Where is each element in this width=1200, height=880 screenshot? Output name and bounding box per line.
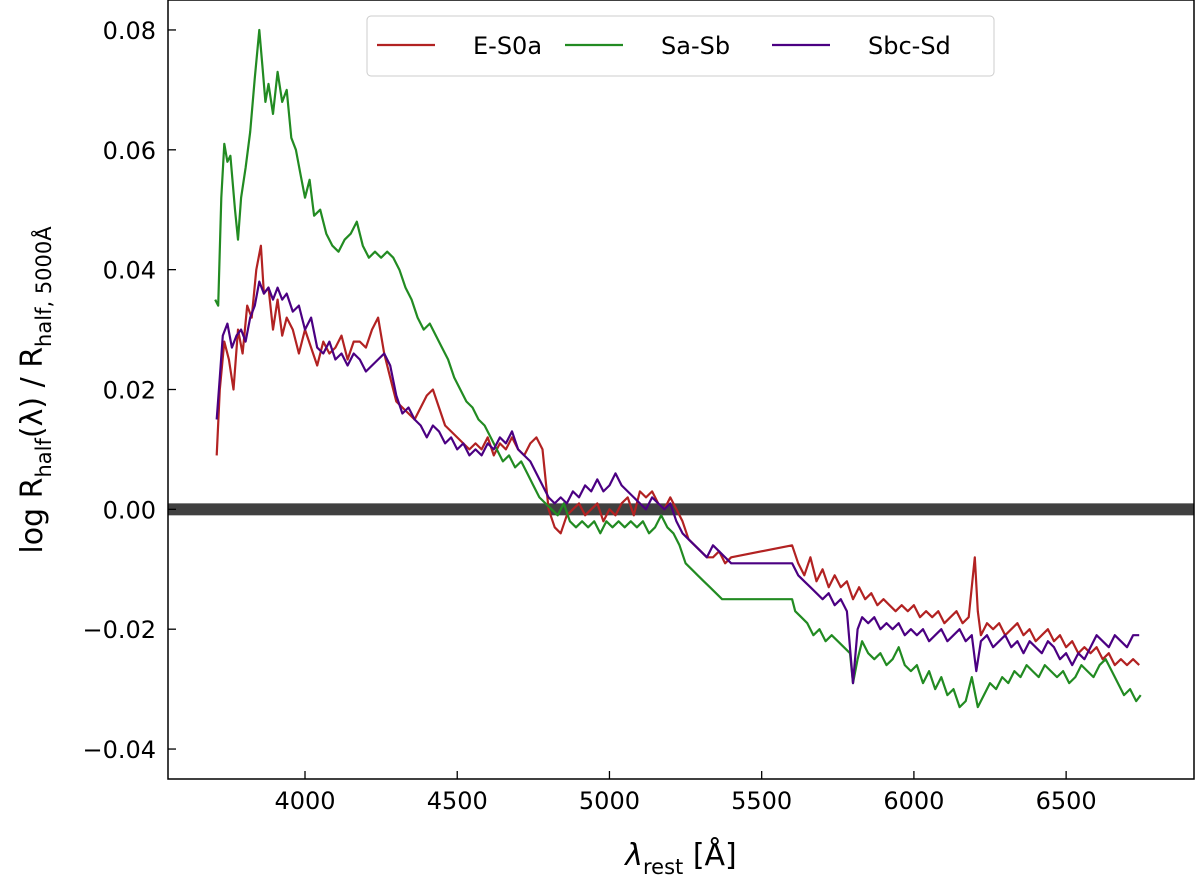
y-tick-label: 0.00 bbox=[103, 496, 156, 524]
y-tick-label: 0.06 bbox=[103, 137, 156, 165]
y-tick-label: 0.02 bbox=[103, 377, 156, 405]
y-axis: −0.04 −0.02 0.00 0.02 0.04 0.06 0.08 bbox=[82, 17, 176, 764]
series-layer bbox=[168, 28, 1194, 709]
y-axis-title-part2: (λ) / R bbox=[15, 347, 50, 438]
y-axis-title: log Rhalf(λ) / Rhalf, 5000Å bbox=[15, 226, 56, 554]
x-tick-label: 4500 bbox=[427, 787, 488, 815]
x-tick-label: 4000 bbox=[274, 787, 335, 815]
x-axis-subscript: rest bbox=[643, 855, 683, 879]
y-axis-title-part1: log R bbox=[15, 478, 50, 554]
x-axis: 4000 4500 5000 5500 6000 6500 bbox=[274, 771, 1097, 815]
x-tick-label: 6500 bbox=[1036, 787, 1097, 815]
zero-reference-band bbox=[168, 503, 1194, 516]
legend-label-sbc-sd: Sbc-Sd bbox=[868, 32, 951, 60]
legend-label-sa-sb: Sa-Sb bbox=[661, 32, 730, 60]
x-tick-label: 5500 bbox=[731, 787, 792, 815]
legend-label-e-s0a: E-S0a bbox=[473, 32, 542, 60]
series-line-e-s0a bbox=[215, 244, 1140, 667]
x-tick-label: 5000 bbox=[579, 787, 640, 815]
x-axis-title: λrest [Å] bbox=[623, 837, 737, 879]
y-tick-label: 0.04 bbox=[103, 257, 156, 285]
y-tick-label: −0.02 bbox=[82, 616, 156, 644]
series-line-sa-sb bbox=[214, 28, 1142, 709]
y-axis-subscript-1: half bbox=[32, 438, 56, 478]
plot-frame bbox=[167, 0, 1195, 780]
x-tick-label: 6000 bbox=[883, 787, 944, 815]
y-tick-label: −0.04 bbox=[82, 736, 156, 764]
x-axis-unit: [Å] bbox=[683, 837, 736, 873]
series-line-sbc-sd bbox=[215, 280, 1140, 685]
x-axis-symbol: λ bbox=[623, 838, 643, 873]
legend-box bbox=[366, 15, 995, 77]
legend: E-S0a Sa-Sb Sbc-Sd bbox=[366, 15, 995, 77]
y-axis-subscript-2: half, 5000Å bbox=[30, 226, 56, 347]
y-tick-label: 0.08 bbox=[103, 17, 156, 45]
